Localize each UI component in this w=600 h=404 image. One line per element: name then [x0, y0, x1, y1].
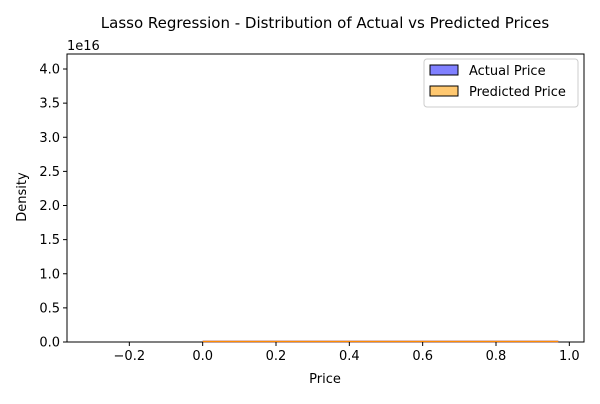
x-tick-label: −0.2	[114, 349, 146, 364]
chart-title: Lasso Regression - Distribution of Actua…	[101, 14, 550, 32]
y-offset-text: 1e16	[67, 39, 100, 54]
y-tick-label: 0.0	[39, 336, 60, 351]
x-tick-label: 0.6	[412, 349, 433, 364]
x-tick-label: 1.0	[559, 349, 580, 364]
y-axis-ticks: 0.0 0.5 1.0 1.5 2.0 2.5 3.0 3.5 4.0	[39, 63, 67, 351]
x-axis-ticks: −0.2 0.0 0.2 0.4 0.6 0.8 1.0	[114, 342, 580, 364]
y-tick-label: 0.5	[39, 301, 60, 316]
y-tick-label: 2.0	[39, 199, 60, 214]
x-tick-label: 0.2	[266, 349, 287, 364]
y-axis-label: Density	[15, 172, 30, 222]
legend-swatch-2	[429, 85, 459, 97]
y-tick-label: 1.5	[39, 233, 60, 248]
y-tick-label: 1.0	[39, 267, 60, 282]
legend: Actual Price Predicted Price	[423, 58, 579, 108]
x-tick-label: 0.8	[486, 349, 507, 364]
y-tick-label: 3.0	[39, 131, 60, 146]
y-tick-label: 3.5	[39, 97, 60, 112]
x-tick-label: 0.4	[339, 349, 360, 364]
y-tick-label: 2.5	[39, 165, 60, 180]
legend-box	[423, 58, 579, 108]
legend-label-1: Actual Price	[469, 64, 546, 79]
legend-swatch-1	[429, 64, 459, 76]
x-tick-label: 0.0	[192, 349, 213, 364]
x-axis-label: Price	[309, 372, 341, 387]
y-tick-label: 4.0	[39, 63, 60, 78]
legend-label-2: Predicted Price	[469, 85, 566, 100]
